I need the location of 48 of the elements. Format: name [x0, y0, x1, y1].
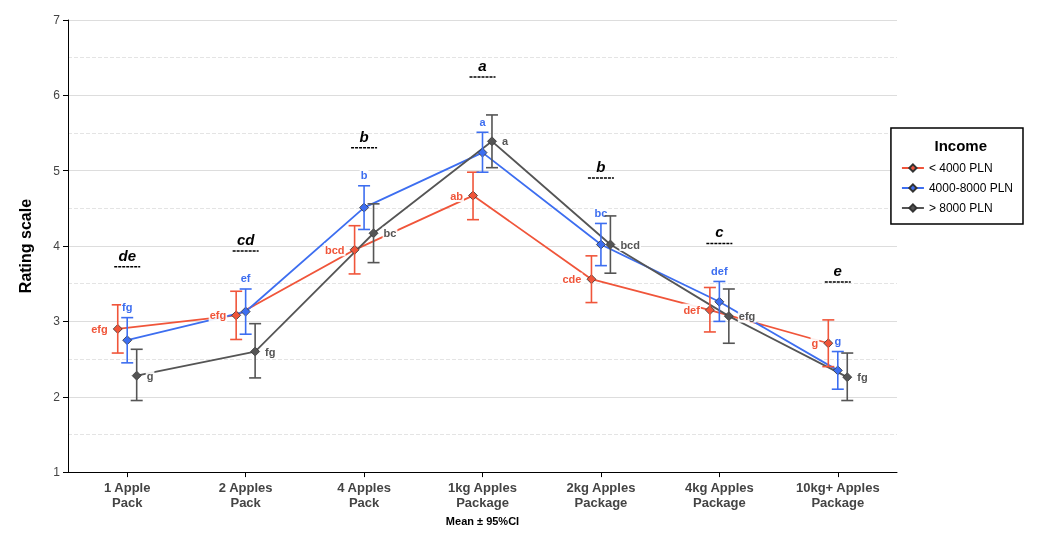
x-tick-label: 10kg+ Apples Package — [795, 480, 880, 511]
annotation: de — [118, 246, 136, 264]
data-label: cde — [562, 273, 582, 286]
data-label: ef — [240, 272, 251, 285]
x-axis-title: Mean ± 95%CI — [445, 514, 520, 527]
y-tick-label: 4 — [53, 239, 61, 254]
data-label: g — [834, 335, 842, 348]
data-label: bcd — [620, 238, 640, 251]
x-tick-label: 2 Apples Pack — [218, 480, 273, 511]
x-tick-label: 2kg Apples Package — [566, 480, 636, 511]
data-label: def — [683, 304, 701, 317]
data-label: fg — [857, 371, 868, 384]
x-tick-label: 1kg Apples Package — [448, 480, 517, 511]
x-tick-label: 4 Apples Pack — [337, 480, 391, 511]
legend-label: 4000-8000 PLN — [928, 181, 1014, 195]
data-label: fg — [122, 301, 133, 314]
legend-label: > 8000 PLN — [928, 201, 993, 215]
data-label: fg — [265, 345, 276, 358]
annotation: cd — [236, 231, 256, 248]
y-tick-label: 7 — [53, 13, 61, 27]
data-label: efg — [209, 309, 227, 322]
data-label: bcd — [325, 243, 345, 256]
legend-title: Income — [934, 137, 987, 154]
y-tick-label: 6 — [53, 88, 61, 103]
y-tick-label: 5 — [53, 163, 61, 178]
data-label: efg — [91, 322, 108, 335]
data-label: a — [479, 115, 487, 128]
y-axis-title: Rating scale — [16, 198, 34, 294]
data-label: a — [501, 135, 509, 148]
annotation: b — [359, 127, 369, 145]
data-label: b — [360, 169, 368, 182]
data-label: bc — [383, 227, 397, 240]
data-label: efg — [738, 310, 756, 323]
data-label: g — [146, 369, 154, 382]
y-tick-label: 3 — [53, 314, 61, 329]
annotation: e — [833, 261, 842, 279]
data-label: def — [711, 264, 728, 277]
y-tick-label: 1 — [53, 465, 61, 480]
data-label: bc — [594, 206, 608, 219]
y-tick-label: 2 — [53, 389, 61, 404]
data-label: g — [811, 337, 819, 350]
data-label: ab — [450, 189, 464, 202]
legend-label: < 4000 PLN — [928, 161, 993, 175]
annotation: c — [715, 223, 725, 241]
annotation: b — [596, 157, 606, 175]
x-tick-label: 4kg Apples Package — [684, 480, 754, 511]
annotation: a — [478, 56, 487, 74]
x-tick-label: 1 Apple Pack — [103, 480, 151, 511]
